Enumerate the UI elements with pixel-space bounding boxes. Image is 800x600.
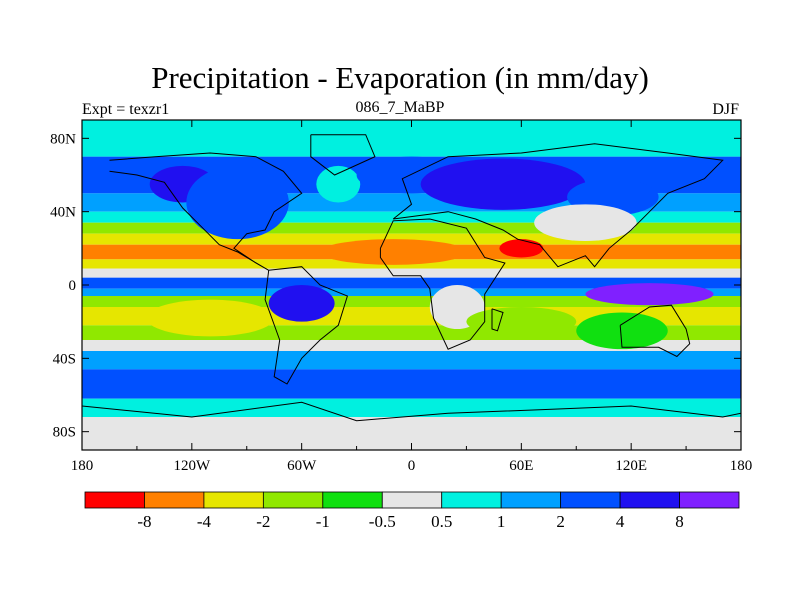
band-south-ocean [82,398,741,417]
blob-arabia-dry [499,239,544,258]
period-label: 086_7_MaBP [355,99,445,116]
colorbar-swatch [619,491,680,509]
colorbar-swatch [500,491,562,509]
colorbar-swatch [203,491,264,509]
coastline-africa [379,218,506,350]
blob-sahara [319,239,467,265]
band-south-midlat [82,351,741,370]
colorbar-label: 1 [497,512,506,531]
colorbar-label: 0.5 [431,512,452,531]
y-tick-label: 80N [50,131,76,147]
blob-sindian [466,307,577,337]
colorbar-label: -4 [197,512,212,531]
blob-labrador [316,165,361,203]
colorbar-label: 2 [556,512,565,531]
y-tick-label: 80S [53,425,76,441]
x-tick-label: 120E [615,458,647,474]
band-itcz-south-edge [82,288,741,296]
colorbar: -8 -4 -2 -1 -0.5 0.5 1 2 4 8 [84,491,740,531]
colorbar-label: 4 [616,512,625,531]
band-north-subtropic-edge [82,222,741,234]
x-axis: 180 120W 60W 0 60E 120E 180 [71,120,753,474]
colorbar-label: 8 [675,512,684,531]
experiment-label: Expt = texzr1 [82,101,170,118]
colorbar-swatch [84,491,145,509]
band-south-storm-track [82,369,741,399]
colorbar-swatch [322,491,383,509]
x-tick-label: 60E [509,458,533,474]
chart-title: Precipitation - Evaporation (in mm/day) [151,60,649,95]
blob-amazon [268,285,335,322]
colorbar-label: -0.5 [369,512,396,531]
season-label: DJF [712,101,739,118]
colorbar-swatch [381,491,443,509]
colorbar-swatch [262,491,324,509]
coastline-australia [619,304,691,358]
y-tick-label: 0 [69,278,77,294]
colorbar-label: -1 [316,512,330,531]
coastline-outlines [82,134,741,422]
coastline-eurasia [392,143,724,268]
blob-australia [576,312,668,350]
x-tick-label: 180 [730,458,753,474]
y-tick-label: 40S [53,351,76,367]
blob-namerica [186,165,289,240]
coastline-antarctica [82,401,741,422]
precip-evap-field [82,120,741,450]
colorbar-swatch [144,491,205,509]
band-south-transition [82,340,741,351]
band-itcz [82,277,741,289]
x-tick-label: 180 [71,458,94,474]
colorbar-label: -8 [137,512,151,531]
blob-tibet [534,204,637,242]
band-north-subtropic-outer [82,233,741,245]
blob-sepac-dry [146,299,275,337]
y-tick-label: 40N [50,205,76,221]
band-itcz-edge [82,268,741,278]
colorbar-swatch [679,491,740,509]
y-axis: 80N 40N 0 40S 80S [50,131,741,441]
colorbar-label: -2 [256,512,270,531]
colorbar-swatch [441,491,502,509]
blob-warm-pool [585,283,714,306]
x-tick-label: 0 [408,458,416,474]
coastline-madagascar [491,308,504,332]
band-south-tropic [82,296,741,307]
blob-eurasia [420,158,586,210]
coastline-greenland [310,134,376,176]
x-tick-label: 60W [287,458,317,474]
coastline-south-america [264,266,349,385]
colorbar-swatch [560,491,621,509]
band-north-transition [82,211,741,223]
x-tick-label: 120W [173,458,211,474]
coastline-north-america [109,152,303,271]
